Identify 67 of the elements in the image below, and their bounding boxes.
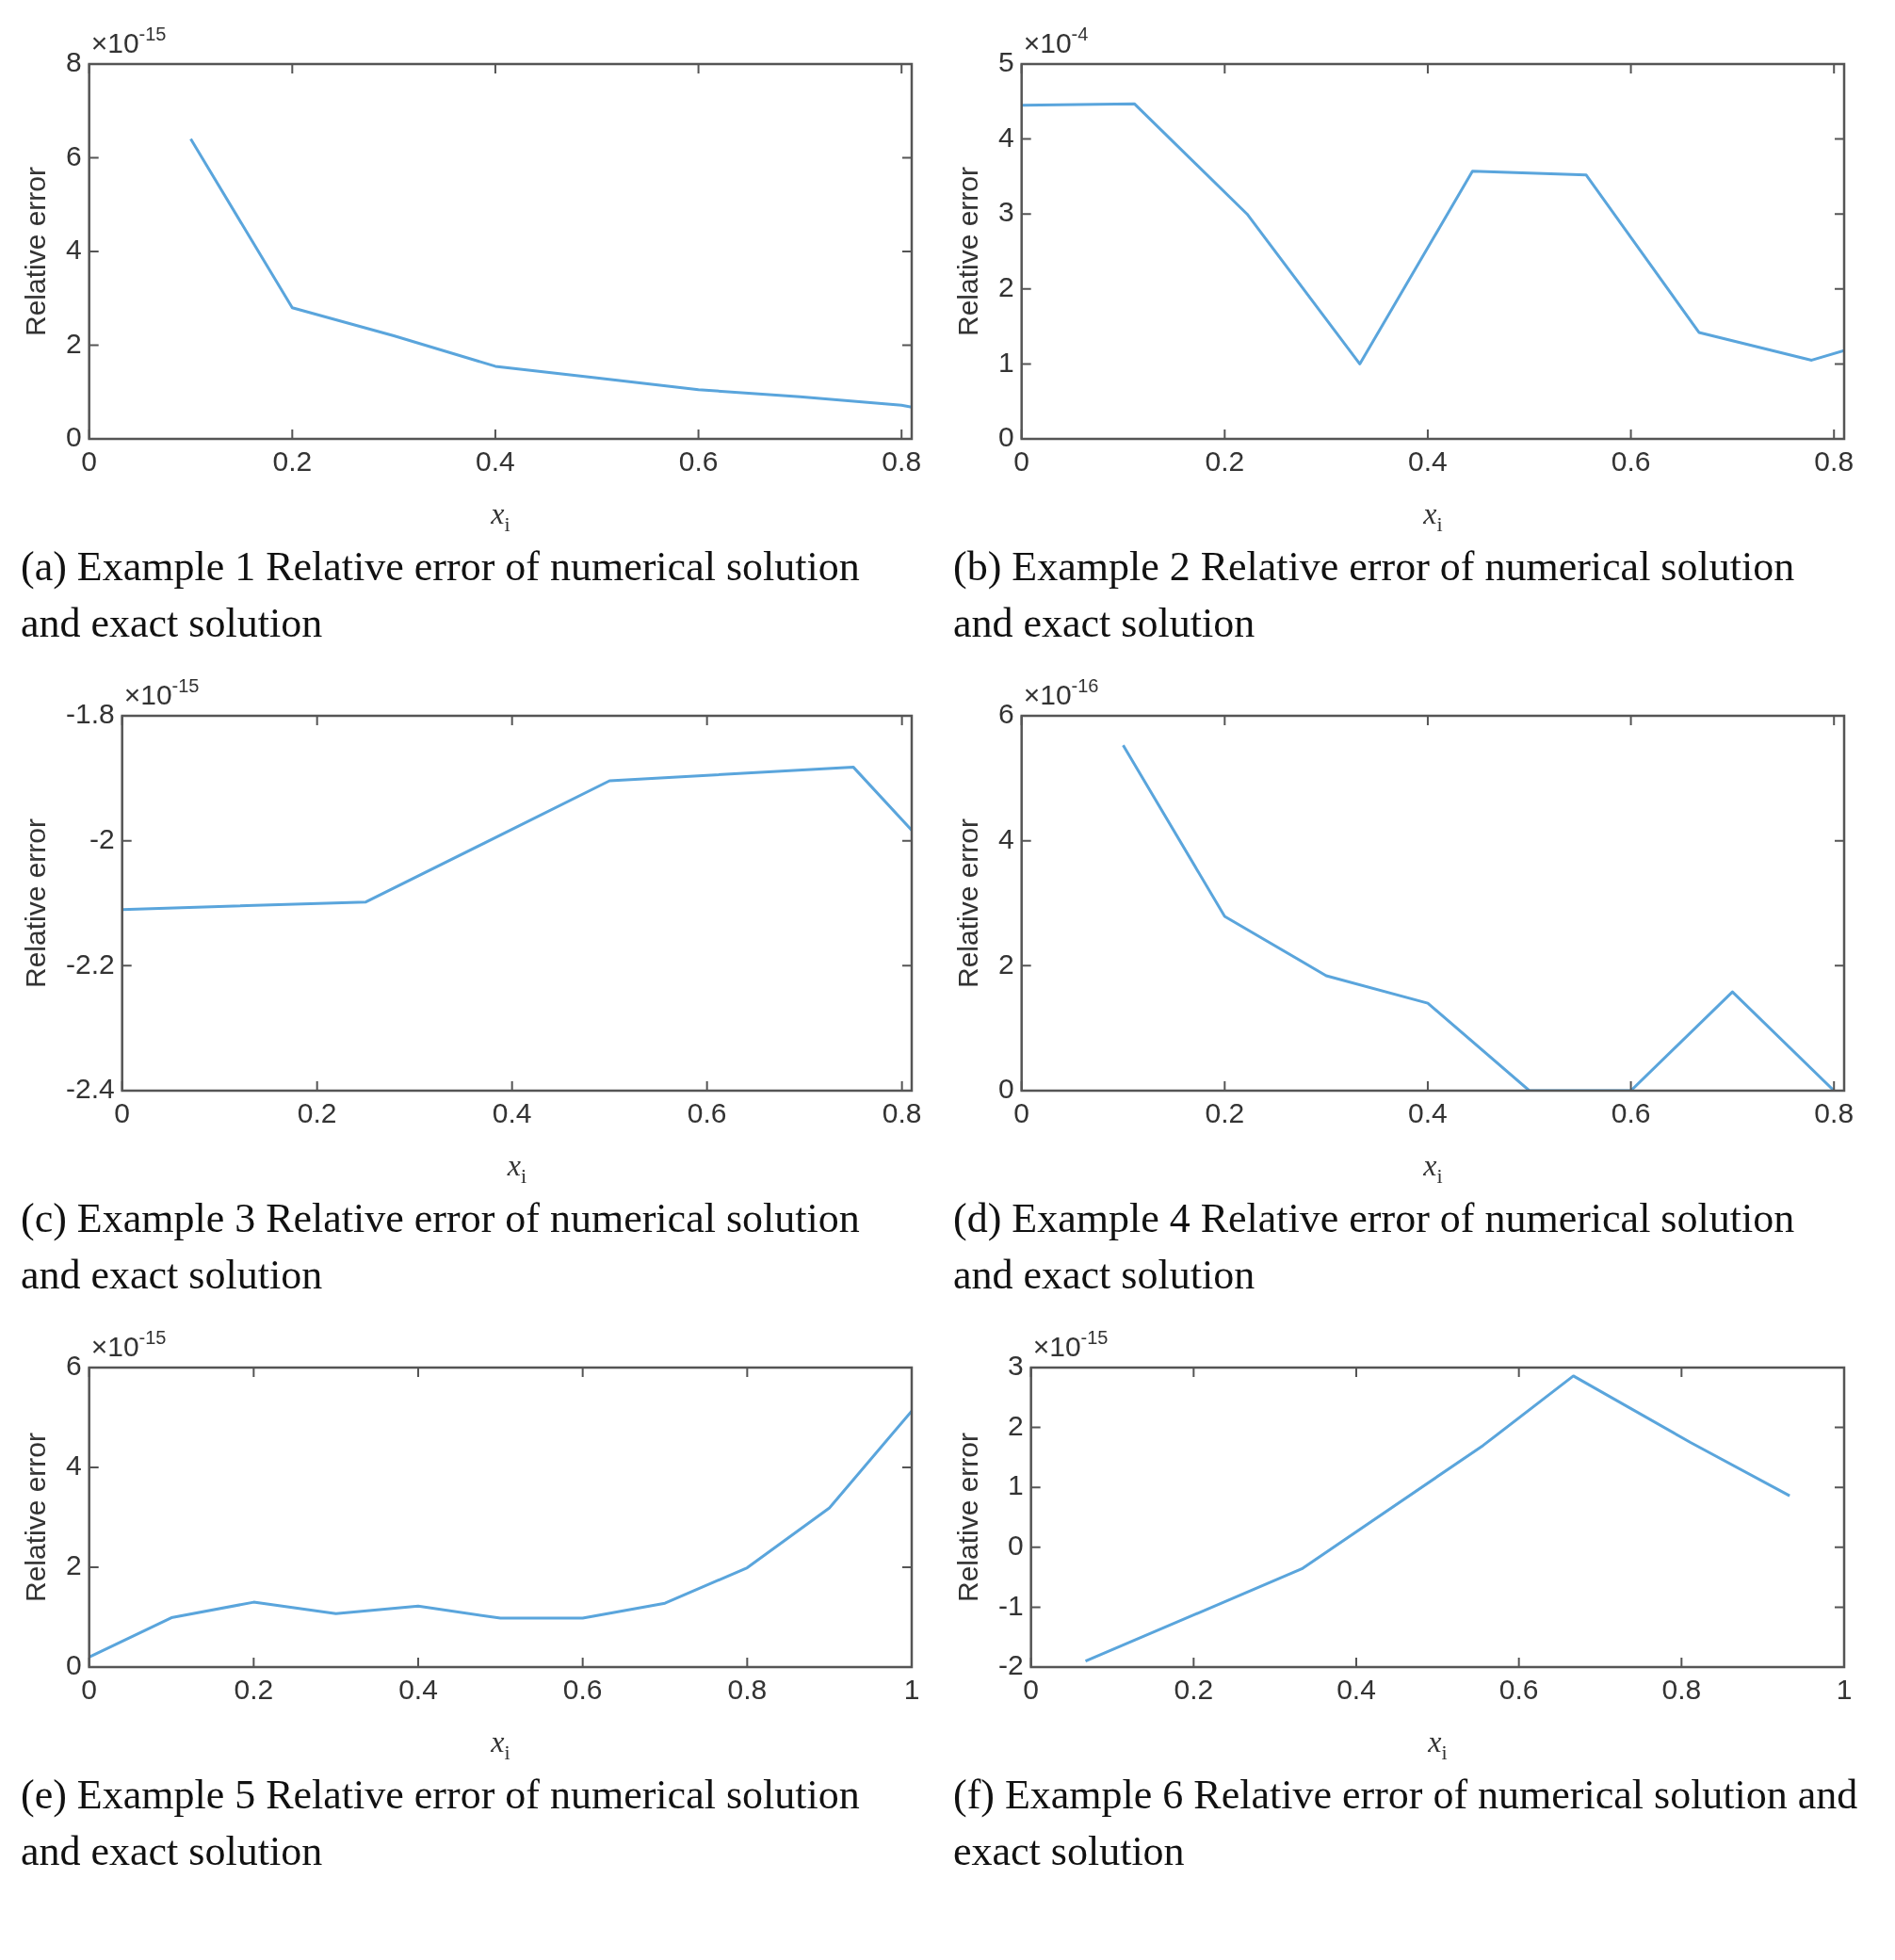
x-tick-label: 0.4: [492, 1097, 532, 1129]
y-tick-label: -2: [997, 1649, 1024, 1681]
y-tick-label: 4: [66, 234, 82, 266]
x-tick-label: 0.4: [398, 1674, 438, 1706]
x-tick-label: 0.8: [727, 1674, 768, 1706]
y-tick-label: -2: [89, 822, 115, 854]
x-tick-label: 0.6: [1611, 1097, 1651, 1129]
x-tick-label: 1: [903, 1674, 920, 1706]
text: (f) Example 6 Relative error of numerical solution and exact solution: [952, 1771, 1859, 1876]
y-tick-label: 1: [1007, 1469, 1024, 1501]
x-tick-label: 0.2: [1205, 445, 1245, 478]
y-tick-label: 0: [1007, 1530, 1024, 1562]
x-tick-label: 0.6: [678, 445, 719, 478]
y-tick-label: 6: [998, 698, 1014, 730]
y-tick-label: 6: [66, 1350, 82, 1382]
y-tick-label: 0: [998, 1073, 1014, 1105]
y-tick-label: -1: [997, 1589, 1024, 1621]
y-tick-label: 3: [998, 196, 1014, 228]
y-tick-label: 4: [66, 1450, 82, 1482]
x-tick-label: 0.8: [882, 445, 922, 478]
y-tick-label: 2: [998, 948, 1014, 980]
y-tick-label: 4: [998, 121, 1014, 153]
x-tick-label: 0.2: [297, 1097, 337, 1129]
y-tick-label: 6: [66, 139, 82, 171]
x-tick-label: 0.2: [234, 1674, 274, 1706]
y-axis-title: Relative error: [952, 818, 984, 989]
y-tick-label: -2.4: [65, 1073, 115, 1105]
y-axis-title: Relative error: [952, 166, 984, 337]
x-tick-label: 0.8: [1661, 1674, 1702, 1706]
x-tick-label: 0.8: [1814, 1097, 1855, 1129]
x-tick-label: 0.6: [1611, 445, 1651, 478]
y-tick-label: 2: [998, 271, 1014, 303]
y-tick-label: 4: [998, 822, 1014, 854]
y-tick-label: 8: [66, 46, 82, 78]
text: (c) Example 3 Relative error of numerical solution and exact solution: [20, 1194, 861, 1300]
text: (a) Example 1 Relative error of numerical solution and exact solution: [20, 543, 861, 648]
x-tick-label: 0.8: [1814, 445, 1855, 478]
y-tick-label: 1: [998, 346, 1014, 378]
y-tick-label: 2: [66, 327, 82, 359]
x-tick-label: 0.4: [1408, 1097, 1448, 1129]
y-tick-label: 2: [1007, 1409, 1024, 1441]
y-axis-title: Relative error: [20, 1432, 52, 1603]
x-tick-label: 1: [1836, 1674, 1853, 1706]
x-tick-label: 0.2: [272, 445, 313, 478]
y-tick-label: -1.8: [65, 698, 115, 730]
x-tick-label: 0.4: [476, 445, 515, 478]
y-axis-title: Relative error: [20, 166, 52, 337]
y-axis-title: Relative error: [952, 1432, 984, 1603]
x-tick-label: 0.4: [1336, 1674, 1376, 1706]
y-tick-label: 0: [66, 421, 82, 453]
text: (b) Example 2 Relative error of numerical solution and exact solution: [952, 543, 1796, 648]
text: (d) Example 4 Relative error of numerical solution and exact solution: [952, 1194, 1796, 1300]
x-tick-label: 0.8: [882, 1097, 922, 1129]
y-tick-label: -2.2: [65, 948, 115, 980]
y-tick-label: 2: [66, 1549, 82, 1581]
y-axis-title: Relative error: [20, 818, 52, 989]
x-tick-label: 0.2: [1174, 1674, 1214, 1706]
y-tick-label: 3: [1007, 1350, 1024, 1382]
y-tick-label: 5: [998, 46, 1014, 78]
text: (e) Example 5 Relative error of numerical solution and exact solution: [20, 1771, 861, 1876]
x-tick-label: 0.6: [562, 1674, 603, 1706]
x-tick-label: 0.6: [687, 1097, 727, 1129]
x-tick-label: 0.6: [1498, 1674, 1539, 1706]
y-tick-label: 0: [66, 1649, 82, 1681]
x-tick-label: 0.4: [1408, 445, 1448, 478]
x-tick-label: 0.2: [1205, 1097, 1245, 1129]
y-tick-label: 0: [998, 421, 1014, 453]
